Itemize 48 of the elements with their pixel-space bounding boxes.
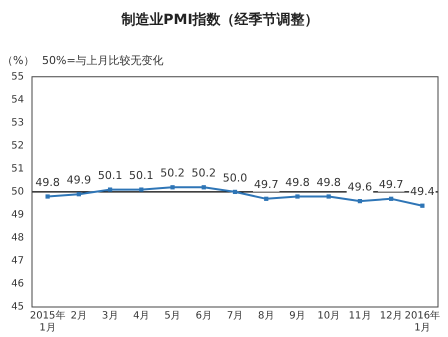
y-tick-label: 48 — [11, 232, 24, 244]
y-tick-label: 49 — [11, 210, 24, 221]
y-tick-label: 55 — [11, 71, 24, 82]
point — [76, 192, 81, 196]
x-tick-label: 10月 — [317, 310, 340, 322]
data-label: 49.6 — [348, 180, 372, 194]
y-tick-label: 46 — [11, 278, 24, 290]
x-tick-label: 6月 — [196, 310, 212, 322]
point — [264, 196, 268, 201]
x-tick-label: 8月 — [258, 310, 274, 322]
data-label: 49.8 — [316, 176, 341, 189]
data-label: 49.7 — [254, 178, 278, 192]
x-tick-label: 2015年 1月 — [30, 310, 66, 334]
text: 50%=与上月比较无变化 — [42, 54, 164, 68]
x-tick-label: 7月 — [226, 310, 244, 322]
data-label: 50.1 — [98, 168, 122, 182]
point — [139, 187, 144, 192]
data-label: 49.4 — [410, 185, 435, 198]
x-tick-label: 3月 — [102, 310, 118, 322]
y-tick-label: 45 — [11, 302, 24, 313]
data-label: 50.0 — [222, 171, 248, 184]
x-tick-label: 12月 — [380, 310, 403, 322]
y-tick-label: 50 — [11, 186, 24, 198]
x-tick-label: 2月 — [70, 310, 88, 322]
data-label: 49.7 — [378, 178, 404, 192]
data-label: 50.1 — [129, 168, 154, 182]
x-tick-label: 4月 — [133, 310, 150, 322]
y-axis-title: （%） — [2, 54, 34, 68]
data-label: 49.8 — [285, 176, 310, 189]
chart-title: 制造业PMI指数（经季节调整） — [120, 11, 319, 28]
point — [202, 185, 206, 190]
x-tick-label: 11月 — [348, 310, 372, 322]
point — [420, 204, 425, 208]
data-label: 49.9 — [66, 174, 92, 187]
data-label: 50.2 — [192, 166, 216, 180]
y-tick-label: 54 — [11, 94, 24, 106]
y-tick-label: 51 — [11, 163, 24, 174]
x-tick-label: 2016年 1月 — [404, 310, 440, 334]
data-label: 49.8 — [35, 176, 60, 189]
y-tick-label: 53 — [11, 117, 24, 128]
x-tick-label: 5月 — [164, 310, 181, 322]
point — [326, 194, 331, 199]
y-tick-label: 52 — [11, 140, 24, 152]
point — [170, 185, 175, 190]
x-tick-label: 9月 — [289, 310, 306, 322]
data-label: 50.2 — [160, 166, 185, 180]
y-tick-label: 47 — [11, 256, 24, 267]
point — [389, 196, 394, 201]
